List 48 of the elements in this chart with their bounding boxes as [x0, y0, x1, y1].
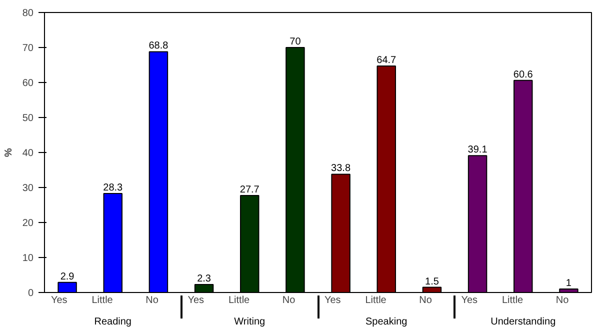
- x-tick-label: No: [419, 295, 432, 306]
- x-tick-label: No: [556, 295, 570, 306]
- bar: [103, 192, 122, 292]
- x-tick-label: Yes: [50, 295, 68, 306]
- data-label: 2.9: [60, 271, 75, 282]
- y-tick-label: 20: [22, 218, 34, 229]
- text: Reading: [94, 316, 132, 328]
- x-tick-label: Little: [365, 295, 387, 306]
- y-axis-title: %: [3, 148, 14, 157]
- bar: [514, 80, 533, 292]
- data-label: 64.7: [376, 55, 397, 66]
- bar: [148, 51, 168, 292]
- data-label: 1: [566, 278, 572, 289]
- y-tick-label: 40: [22, 148, 34, 159]
- y-tick-label: 80: [22, 8, 34, 19]
- bar: [331, 174, 350, 292]
- y-tick-label: 50: [22, 113, 34, 124]
- data-label: 39.1: [468, 144, 488, 156]
- x-tick-label: No: [146, 295, 159, 306]
- bar: [194, 284, 214, 292]
- y-tick-label: 60: [22, 78, 34, 89]
- data-label: 70: [290, 36, 302, 48]
- y-tick-label: 0: [28, 288, 34, 299]
- data-label: 2.3: [197, 273, 212, 284]
- x-tick-label: No: [282, 295, 296, 306]
- y-tick-label: 30: [22, 183, 34, 194]
- bar: [58, 282, 77, 292]
- x-tick-label: Little: [228, 295, 250, 306]
- bar: [376, 66, 396, 292]
- y-tick-label: 10: [22, 253, 34, 264]
- data-label: 28.3: [103, 182, 124, 194]
- data-label: 33.8: [331, 163, 351, 174]
- bar: [240, 195, 260, 292]
- text: Writing: [234, 316, 266, 328]
- text: Speaking: [366, 316, 408, 328]
- x-tick-label: Yes: [324, 295, 341, 306]
- text: Understanding: [490, 316, 556, 328]
- data-label: 1.5: [425, 276, 440, 288]
- bar: [286, 47, 305, 292]
- data-label: 68.8: [148, 40, 169, 52]
- x-tick-label: Little: [502, 295, 524, 306]
- bar: [468, 155, 488, 292]
- data-label: 27.7: [240, 184, 260, 196]
- x-tick-label: Little: [92, 295, 114, 306]
- x-tick-label: Yes: [461, 295, 478, 306]
- x-tick-label: Yes: [188, 295, 204, 306]
- data-label: 60.6: [513, 69, 534, 80]
- y-tick-label: 70: [22, 43, 34, 54]
